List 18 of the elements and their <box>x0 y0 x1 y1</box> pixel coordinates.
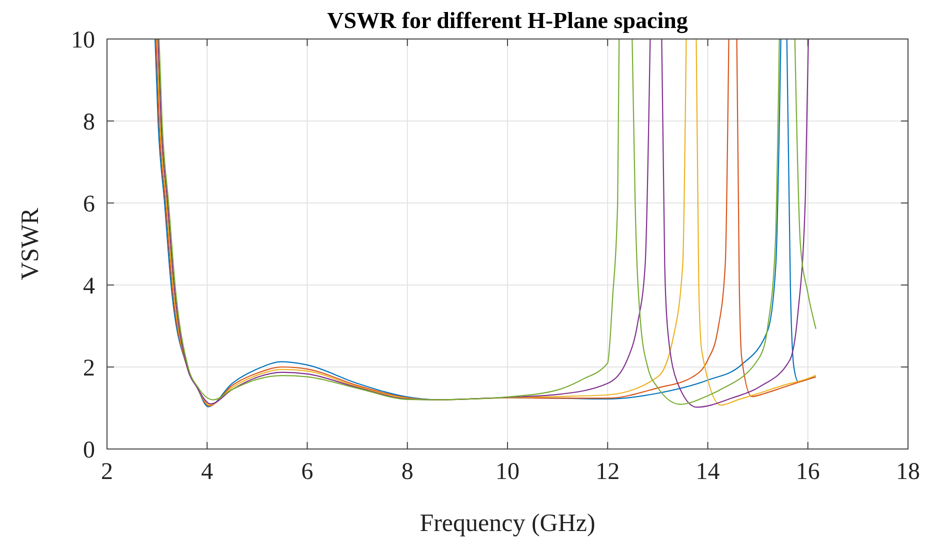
y-axis-title: VSWR <box>17 208 44 280</box>
chart-title: VSWR for different H-Plane spacing <box>327 8 688 34</box>
y-tick-label: 2 <box>83 355 95 382</box>
x-axis-title: Frequency (GHz) <box>420 510 596 537</box>
y-tick-label: 10 <box>71 27 95 54</box>
x-tick-label: 18 <box>896 459 920 485</box>
y-tick-label: 0 <box>83 437 95 464</box>
x-tick-label: 6 <box>301 459 314 485</box>
x-tick-label: 12 <box>596 459 620 485</box>
x-tick-label: 16 <box>796 459 820 485</box>
x-tick-label: 2 <box>101 459 113 485</box>
x-tick-label: 4 <box>201 459 214 485</box>
x-tick-label: 8 <box>401 459 414 485</box>
y-tick-label: 6 <box>83 191 95 218</box>
y-tick-label: 4 <box>83 273 95 300</box>
x-tick-label: 14 <box>696 459 720 485</box>
x-tick-label: 10 <box>496 459 520 485</box>
y-tick-label: 8 <box>83 109 95 136</box>
